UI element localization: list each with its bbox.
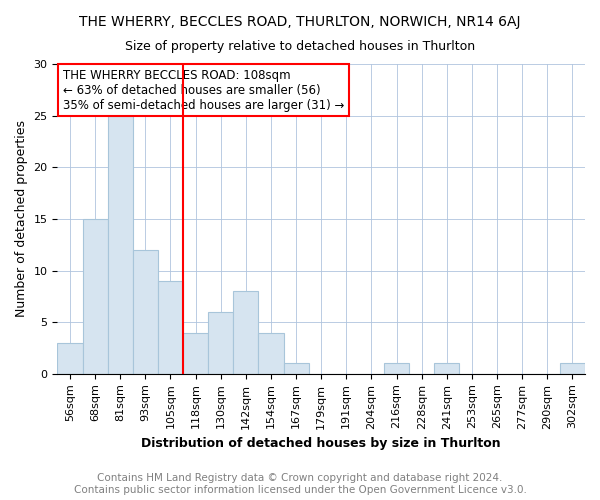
Bar	[284, 364, 308, 374]
Text: Size of property relative to detached houses in Thurlton: Size of property relative to detached ho…	[125, 40, 475, 53]
Text: THE WHERRY, BECCLES ROAD, THURLTON, NORWICH, NR14 6AJ: THE WHERRY, BECCLES ROAD, THURLTON, NORW…	[79, 15, 521, 29]
Bar	[107, 116, 133, 374]
Bar	[83, 219, 107, 374]
Bar	[560, 364, 585, 374]
Bar	[58, 343, 83, 374]
Bar	[158, 281, 183, 374]
Bar	[183, 332, 208, 374]
Bar	[133, 250, 158, 374]
Bar	[384, 364, 409, 374]
Bar	[208, 312, 233, 374]
Text: Contains HM Land Registry data © Crown copyright and database right 2024.
Contai: Contains HM Land Registry data © Crown c…	[74, 474, 526, 495]
Y-axis label: Number of detached properties: Number of detached properties	[15, 120, 28, 318]
Bar	[259, 332, 284, 374]
Text: THE WHERRY BECCLES ROAD: 108sqm
← 63% of detached houses are smaller (56)
35% of: THE WHERRY BECCLES ROAD: 108sqm ← 63% of…	[62, 68, 344, 112]
Bar	[434, 364, 460, 374]
Bar	[233, 291, 259, 374]
X-axis label: Distribution of detached houses by size in Thurlton: Distribution of detached houses by size …	[142, 437, 501, 450]
